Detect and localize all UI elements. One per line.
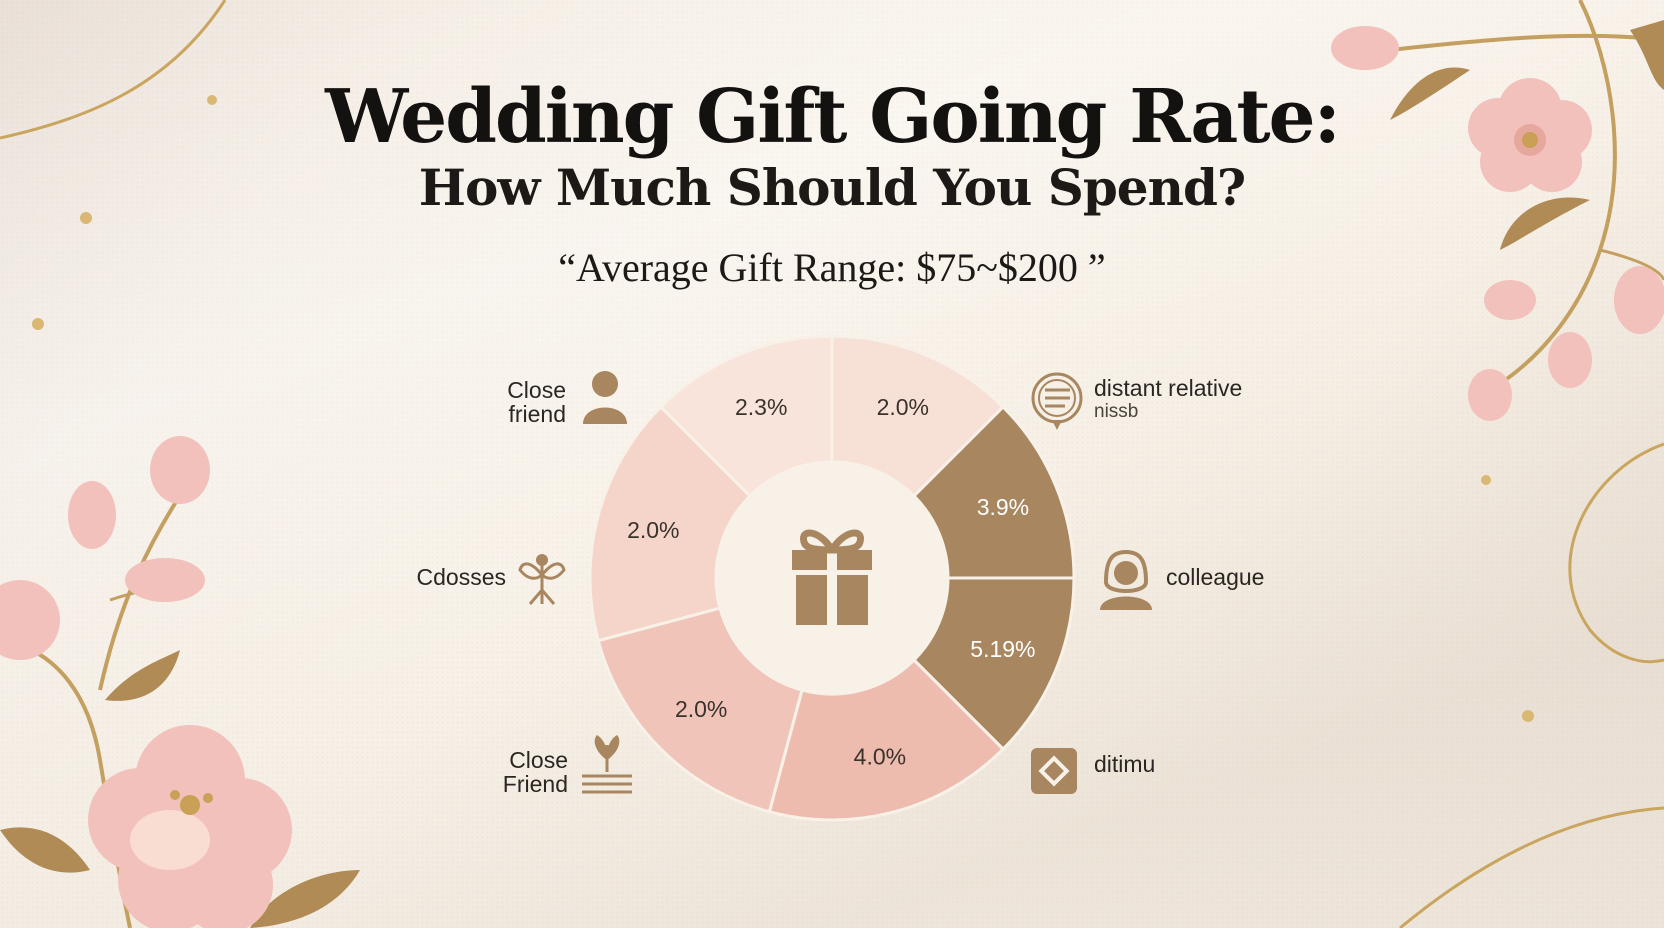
chart-slice-label: 4.0% — [854, 744, 906, 770]
gold-arc-bottom-right — [1399, 806, 1664, 928]
chart-slice-label: 2.0% — [877, 394, 929, 420]
label-cdosses: Cdosses — [416, 564, 506, 590]
page-title: Wedding Gift Going Rate: — [325, 74, 1341, 160]
gold-dot — [1481, 475, 1491, 485]
chart-slice-labels: 2.0% 3.9% 5.19% 4.0% 2.0% 2.0% 2.3% — [627, 394, 1035, 770]
flower-bottom-left — [88, 725, 292, 928]
label-close-friend-2: Close Friend — [502, 747, 568, 797]
gift-icon — [792, 529, 872, 625]
label-close-friend: Close friend — [507, 377, 566, 427]
label-ditimu: ditimu — [1094, 751, 1156, 777]
gold-dot — [207, 95, 217, 105]
gold-dot — [1522, 710, 1534, 722]
label-distant-relative-text: distant relative — [1094, 375, 1243, 401]
chart-slice-label: 3.9% — [977, 494, 1029, 520]
gold-dot — [32, 318, 44, 330]
gold-arc-top-left — [0, 0, 227, 140]
chart-slice-label: 5.19% — [970, 636, 1035, 662]
chart-slice-label: 2.0% — [675, 696, 727, 722]
label-colleague: colleague — [1166, 564, 1265, 590]
chart-slice-label: 2.0% — [627, 517, 679, 543]
label-distant-relative-sub: nissb — [1094, 401, 1139, 422]
average-range-text: “Average Gift Range: $75~$200 ” — [558, 245, 1106, 290]
gold-arc-right — [1568, 442, 1664, 664]
page-subtitle: How Much Should You Spend? — [418, 158, 1246, 217]
gold-dot — [80, 212, 92, 224]
flower-top-right — [1468, 78, 1592, 192]
chart-slice-label: 2.3% — [735, 394, 787, 420]
label-distant-relative: distant relative nissb — [1094, 376, 1294, 424]
